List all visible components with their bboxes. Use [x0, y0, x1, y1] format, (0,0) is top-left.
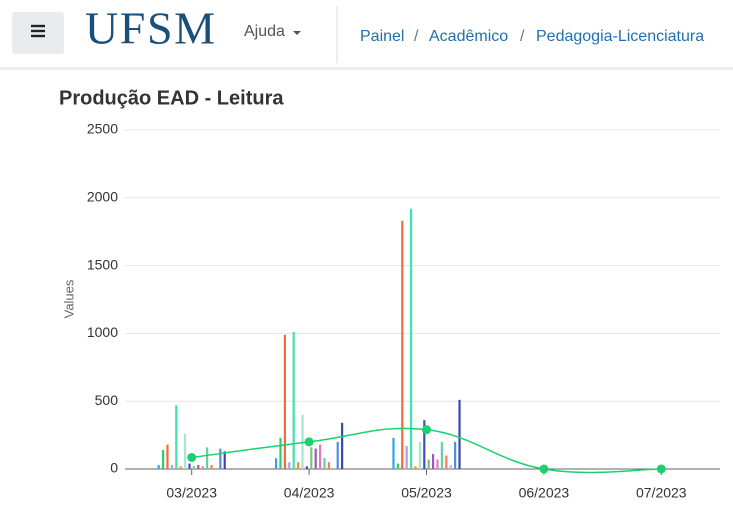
bar	[405, 445, 408, 469]
bar	[327, 462, 331, 469]
caret	[293, 31, 301, 35]
brand-logo[interactable]: UFSM	[85, 3, 215, 54]
bar	[188, 463, 191, 469]
help-menu[interactable]: Ajuda	[244, 23, 285, 40]
bar	[427, 459, 430, 469]
breadcrumb-item[interactable]: Painel	[360, 28, 404, 45]
bar	[170, 464, 173, 469]
bar	[157, 464, 160, 469]
bar	[418, 441, 421, 469]
y-tick-label: 1000	[87, 324, 118, 340]
bar	[454, 441, 457, 469]
bar	[219, 448, 222, 469]
bar	[432, 454, 435, 469]
line-series	[191, 427, 662, 474]
line-point	[422, 425, 431, 435]
bar	[409, 208, 413, 469]
x-tick-label: 05/2023	[401, 485, 452, 501]
bar	[440, 441, 444, 469]
bar	[201, 466, 204, 469]
bar	[319, 444, 322, 469]
bar	[175, 405, 178, 469]
line-point	[304, 437, 314, 447]
bar	[279, 437, 282, 469]
bar	[292, 332, 295, 469]
navbar	[0, 0, 733, 68]
menu-button[interactable]	[12, 12, 64, 54]
breadcrumb-item[interactable]: Acadêmico	[429, 28, 508, 45]
bar	[288, 462, 291, 469]
y-tick-label: 0	[110, 460, 118, 476]
bar	[161, 450, 165, 469]
x-tick-label: 07/2023	[636, 485, 687, 501]
y-axis-label: Values	[61, 279, 76, 318]
bar	[436, 459, 439, 469]
bar	[314, 448, 317, 469]
y-tick-label: 2500	[87, 121, 118, 137]
bar	[223, 451, 226, 469]
bar	[296, 462, 300, 469]
breadcrumb-item[interactable]: Pedagogia-Licenciatura	[536, 28, 704, 45]
bar	[283, 334, 286, 469]
bar	[392, 437, 395, 469]
x-tick-label: 04/2023	[284, 485, 335, 501]
bar	[423, 420, 426, 469]
bar	[301, 414, 304, 469]
y-tick-label: 2000	[87, 189, 118, 205]
bar	[396, 463, 399, 469]
bar	[166, 444, 169, 469]
bar	[210, 464, 213, 469]
bar	[206, 447, 209, 469]
bar	[305, 466, 308, 469]
navbar-shadow	[0, 67, 733, 70]
menu-icon	[31, 24, 45, 38]
bar	[449, 464, 452, 469]
bar	[274, 458, 278, 469]
line-point	[539, 464, 549, 474]
breadcrumb-separator: /	[414, 28, 419, 45]
bar	[445, 455, 448, 469]
x-tick-label: 06/2023	[519, 485, 570, 501]
y-tick-label: 1500	[87, 256, 118, 272]
line-point	[187, 452, 197, 462]
bar	[179, 466, 182, 469]
bar	[323, 458, 326, 469]
x-tick-label: 03/2023	[166, 485, 217, 501]
breadcrumb-separator: /	[520, 28, 525, 45]
bar	[192, 466, 196, 469]
chart-title: Produção EAD - Leitura	[59, 87, 284, 109]
bar	[310, 447, 313, 469]
bar	[183, 433, 187, 469]
bar	[414, 466, 417, 469]
bar	[197, 464, 200, 469]
y-tick-label: 500	[95, 392, 119, 408]
bar	[458, 399, 461, 469]
bar	[401, 220, 404, 469]
bar	[336, 441, 339, 469]
line-point	[656, 464, 666, 474]
bar	[341, 422, 344, 469]
